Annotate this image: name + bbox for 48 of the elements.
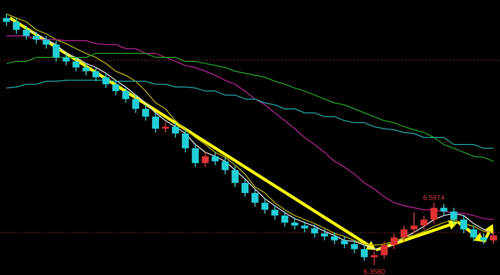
candlestick xyxy=(420,215,428,230)
candlestick xyxy=(192,144,199,168)
candlestick xyxy=(390,232,398,250)
candlestick xyxy=(222,156,229,175)
candlestick xyxy=(92,66,100,82)
candlestick xyxy=(460,215,468,234)
candlestick xyxy=(490,230,498,245)
candlestick xyxy=(152,112,160,133)
candlestick xyxy=(122,86,130,104)
candlestick xyxy=(340,236,348,249)
candlestick xyxy=(102,72,110,89)
candlestick xyxy=(331,232,338,245)
candlestick xyxy=(251,188,258,208)
candlestick xyxy=(2,14,10,26)
candlestick xyxy=(261,198,268,214)
candlestick xyxy=(52,40,60,62)
candlestick xyxy=(232,166,239,188)
candlestick xyxy=(400,225,408,242)
candlestick xyxy=(182,129,189,153)
candlestick xyxy=(42,35,50,50)
candlestick xyxy=(311,224,318,238)
candlestick xyxy=(430,202,438,224)
candlestick xyxy=(242,178,249,198)
candlestick xyxy=(212,152,219,166)
candlestick xyxy=(112,80,120,96)
candlestick xyxy=(22,25,30,40)
candlestick xyxy=(321,228,328,241)
candlestick xyxy=(172,122,179,138)
candlestick xyxy=(410,212,418,234)
candlestick xyxy=(350,240,358,254)
candlestick xyxy=(12,18,20,34)
candlestick xyxy=(82,62,90,76)
candlestick xyxy=(291,218,298,230)
candlestick xyxy=(380,240,388,260)
candlestick xyxy=(72,56,80,72)
candlestick xyxy=(370,250,378,266)
candlestick xyxy=(271,205,278,220)
candlestick xyxy=(480,232,488,245)
candlestick xyxy=(360,244,368,262)
candlestick xyxy=(32,31,40,44)
candlestick xyxy=(162,122,169,133)
candlestick xyxy=(132,94,140,114)
candlestick xyxy=(440,203,448,216)
candlestick xyxy=(470,225,478,242)
candlestick xyxy=(142,104,150,122)
candlestick xyxy=(62,52,70,66)
candlestick xyxy=(281,211,288,227)
candlestick xyxy=(301,221,308,233)
